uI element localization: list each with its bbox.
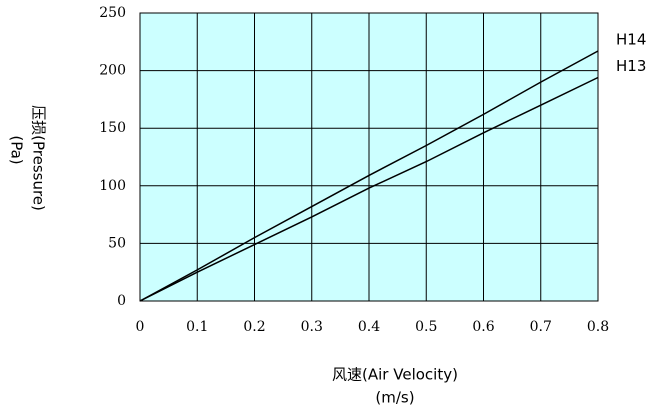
y-tick-label: 50 xyxy=(108,235,126,251)
legend-label: H13 xyxy=(616,57,646,75)
x-tick-label: 0 xyxy=(136,319,145,335)
data-line xyxy=(139,76,599,302)
legend-label: H14 xyxy=(616,31,646,49)
x-tick-label: 0.7 xyxy=(530,319,552,335)
y-tick-label: 0 xyxy=(117,293,126,309)
y-axis-label: 压损(Pressure) xyxy=(30,105,48,211)
y-tick-label: 100 xyxy=(99,178,126,194)
y-tick-label: 250 xyxy=(99,5,126,21)
y-tick-label: 200 xyxy=(99,63,126,79)
x-axis-label: (m/s) xyxy=(375,389,414,407)
y-tick-label: 150 xyxy=(99,120,126,136)
data-line xyxy=(139,50,599,302)
x-tick-label: 0.2 xyxy=(243,319,265,335)
y-axis-label: (Pa) xyxy=(8,135,26,164)
x-tick-label: 0.1 xyxy=(186,319,208,335)
x-axis-label: 风速(Air Velocity) xyxy=(332,366,458,384)
x-tick-label: 0.6 xyxy=(472,319,494,335)
x-tick-label: 0.4 xyxy=(358,319,380,335)
x-tick-label: 0.3 xyxy=(301,319,323,335)
x-tick-label: 0.8 xyxy=(587,319,609,335)
x-tick-label: 0.5 xyxy=(415,319,437,335)
